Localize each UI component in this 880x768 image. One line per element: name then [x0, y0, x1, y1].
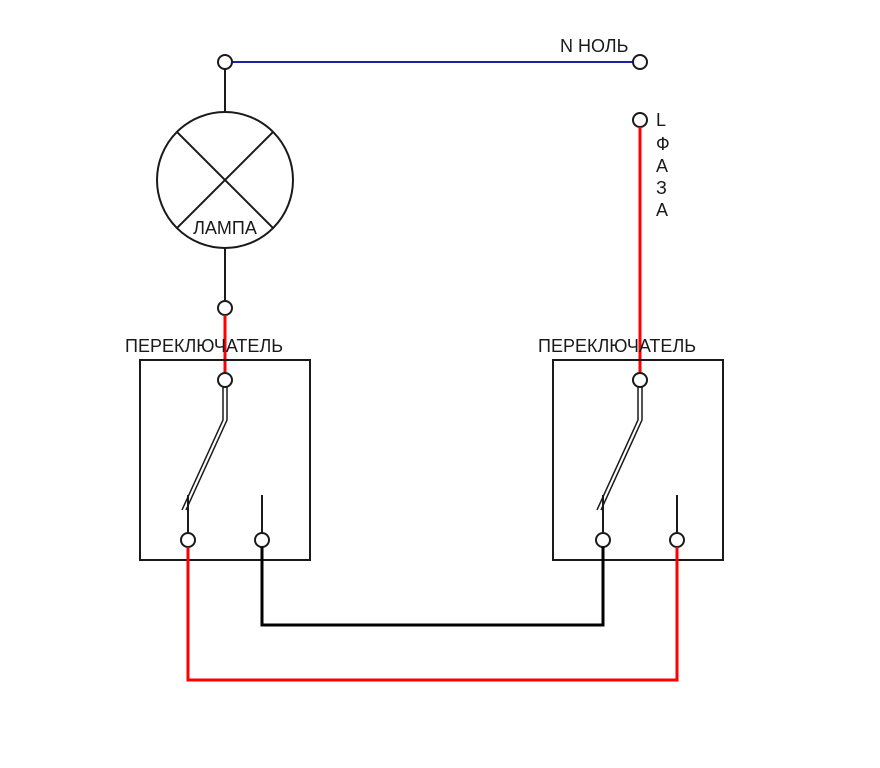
switch-right-label: ПЕРЕКЛЮЧАТЕЛЬ: [538, 336, 696, 356]
terminal-n-right: [633, 55, 647, 69]
phase-letter-label: L: [656, 110, 666, 130]
svg-text:А: А: [656, 156, 668, 176]
switch-left-internals: [181, 373, 269, 547]
terminal-phase-top: [633, 113, 647, 127]
svg-text:З: З: [656, 178, 667, 198]
lamp-label: ЛАМПА: [193, 218, 257, 238]
traveler-wire-black: [262, 547, 603, 625]
switch-right-internals: [596, 373, 684, 547]
svg-text:Ф: Ф: [656, 134, 670, 154]
neutral-label: N НОЛЬ: [560, 36, 628, 56]
terminal-n-left: [218, 55, 232, 69]
switch-left-label: ПЕРЕКЛЮЧАТЕЛЬ: [125, 336, 283, 356]
circuit-diagram: N НОЛЬ ЛАМПА ПЕРЕКЛЮЧАТЕЛЬ ПЕРЕКЛЮЧАТЕЛЬ…: [0, 0, 880, 768]
terminal-lamp-bottom: [218, 301, 232, 315]
phase-vertical-label: ФАЗА: [656, 134, 670, 220]
switch-left-box: [140, 360, 310, 560]
svg-text:А: А: [656, 200, 668, 220]
